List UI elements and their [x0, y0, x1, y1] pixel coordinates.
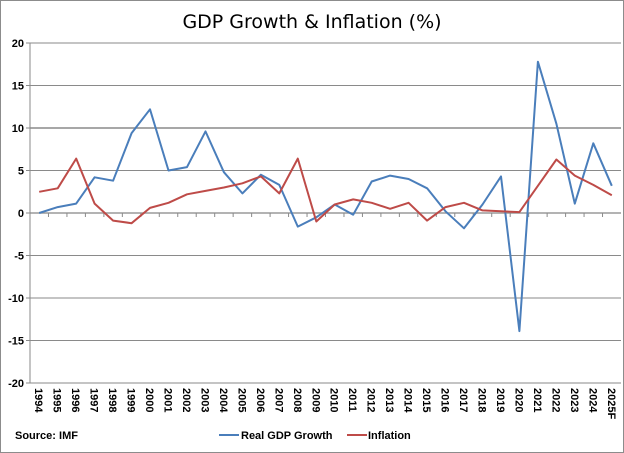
x-tick-label: 2001	[162, 388, 174, 412]
x-tick-label: 2013	[383, 388, 395, 412]
x-tick-label: 2003	[198, 388, 210, 412]
series-line-gdp-growth	[38, 60, 613, 333]
x-tick-label: 2010	[328, 388, 340, 412]
x-tick-label: 1996	[69, 388, 81, 412]
x-tick-label: 2012	[365, 388, 377, 412]
x-tick-label: 2007	[272, 388, 284, 412]
chart-title: GDP Growth & Inflation (%)	[182, 11, 441, 33]
x-tick-label: 1994	[32, 388, 44, 413]
x-tick-label: 2002	[180, 388, 192, 412]
x-tick-label: 2020	[512, 388, 524, 412]
y-tick-label: 10	[12, 123, 24, 135]
x-tick-label: 2025F	[605, 388, 617, 419]
y-tick-label: 15	[12, 81, 24, 93]
x-tick-label: 1999	[125, 388, 137, 412]
y-tick-label: 0	[18, 208, 24, 220]
x-tick-label: 2005	[235, 388, 247, 412]
x-tick-label: 2021	[531, 388, 543, 412]
x-tick-label: 2006	[254, 388, 266, 412]
series-line-inflation	[39, 157, 613, 225]
y-tick-label: -20	[8, 378, 24, 390]
x-tick-label: 2024	[586, 388, 598, 413]
x-tick-label: 2018	[475, 388, 487, 412]
legend-label-gdp-growth: Real GDP Growth	[241, 430, 333, 442]
x-tick-label: 1997	[88, 388, 100, 412]
x-tick-label: 2000	[143, 388, 155, 412]
legend-label-inflation: Inflation	[368, 430, 411, 442]
y-tick-label: 20	[12, 38, 24, 50]
x-tick-label: 2023	[568, 388, 580, 412]
x-tick-label: 2014	[402, 388, 414, 413]
x-tick-label: 2017	[457, 388, 469, 412]
y-tick-label: -5	[14, 251, 24, 263]
source-note: Source: IMF	[15, 430, 78, 442]
y-tick-label: 5	[18, 166, 24, 178]
x-tick-label: 2011	[346, 388, 358, 412]
y-tick-label: -15	[8, 336, 24, 348]
x-tick-label: 2015	[420, 388, 432, 412]
x-tick-label: 1995	[51, 388, 63, 412]
x-tick-label: 1998	[106, 388, 118, 412]
x-tick-label: 2009	[309, 388, 321, 412]
x-tick-label: 2004	[217, 388, 229, 413]
y-tick-label: -10	[8, 293, 24, 305]
x-tick-label: 2019	[494, 388, 506, 412]
x-tick-label: 2022	[549, 388, 561, 412]
x-tick-label: 2016	[439, 388, 451, 412]
x-tick-label: 2008	[291, 388, 303, 412]
